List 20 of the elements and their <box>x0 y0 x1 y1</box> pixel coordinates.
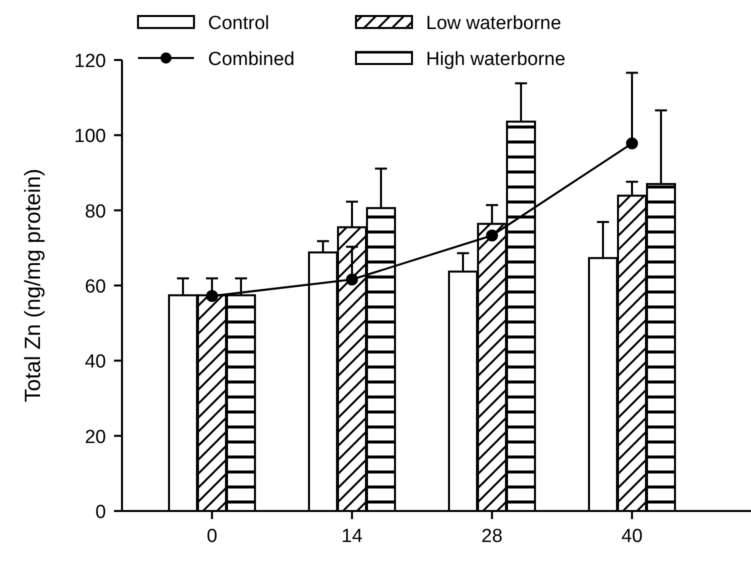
y-axis-title: Total Zn (ng/mg protein) <box>20 168 45 402</box>
y-tick-label: 20 <box>84 426 106 448</box>
point <box>206 290 218 302</box>
y-tick-label: 100 <box>74 126 106 148</box>
x-tick-label: 40 <box>621 526 643 547</box>
y-tick-label: 120 <box>74 51 106 72</box>
x-tick-label: 14 <box>341 526 363 547</box>
legend-label: High waterborne <box>426 49 566 70</box>
point <box>346 273 358 286</box>
point <box>626 137 638 150</box>
x-tick-label: 0 <box>206 526 218 547</box>
x-tick-label: 28 <box>481 526 503 547</box>
legend-label: Control <box>208 13 270 34</box>
legend-label: Combined <box>208 49 295 70</box>
y-tick-label: 0 <box>95 502 106 523</box>
point <box>486 230 498 242</box>
y-tick-label: 60 <box>84 276 106 298</box>
y-tick-label: 40 <box>84 352 106 373</box>
legend-label: Low waterborne <box>426 13 562 34</box>
y-tick-label: 80 <box>84 201 106 222</box>
